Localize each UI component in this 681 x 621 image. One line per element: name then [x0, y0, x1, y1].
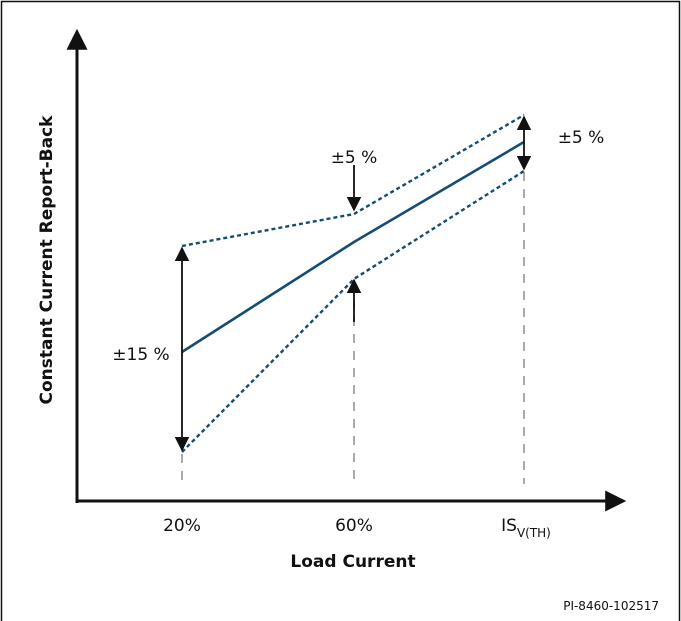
data-point-lower-limit-is-v-th	[523, 170, 525, 172]
data-point-lower-limit-60	[353, 278, 355, 280]
tolerance-label-60: ±5 %	[331, 148, 378, 168]
data-point-lower-limit-20	[181, 451, 183, 453]
tolerance-label-20: ±15 %	[112, 345, 169, 365]
data-point-nominal-60	[353, 241, 355, 243]
tolerance-label-is-v-th: ±5 %	[558, 128, 605, 148]
data-point-upper-limit-60	[353, 213, 355, 215]
tick-label-isvth-main: IS	[501, 516, 517, 536]
series-line-lower-limit	[181, 169, 525, 453]
tick-label-20pct: 20%	[163, 516, 201, 536]
tick-label-60pct: 60%	[335, 516, 373, 536]
series-line-upper-limit	[181, 113, 525, 248]
tick-label-isvth-subscript: V(TH)	[517, 526, 551, 540]
vertical-guides	[181, 172, 525, 484]
x-axis-title: Load Current	[290, 552, 415, 572]
tolerance-annotations: ±15 % ±5 % ±5 %	[112, 115, 605, 452]
data-point-upper-limit-is-v-th	[523, 114, 525, 116]
figure-id: PI-8460-102517	[563, 599, 659, 613]
series-layer	[181, 113, 525, 453]
tick-label-isvth: ISV(TH)	[501, 516, 551, 540]
y-axis-title: Constant Current Report-Back	[37, 115, 57, 405]
data-point-upper-limit-20	[181, 245, 183, 247]
series-line-nominal	[181, 140, 525, 354]
